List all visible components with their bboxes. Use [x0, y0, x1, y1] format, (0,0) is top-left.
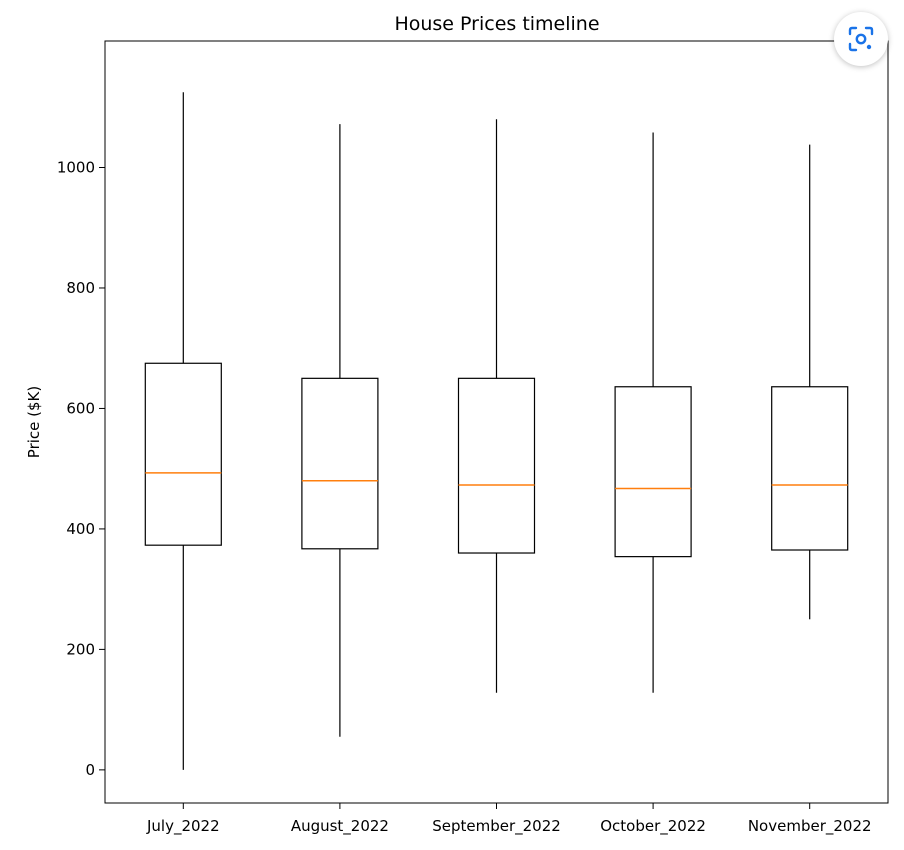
- y-tick-label: 0: [85, 761, 95, 779]
- box-iqr: [614, 386, 692, 558]
- x-tick-label: October_2022: [600, 817, 706, 836]
- lens-button[interactable]: [834, 12, 888, 66]
- box-group: [144, 92, 222, 770]
- y-tick-label: 200: [66, 640, 95, 658]
- x-tick-label: July_2022: [146, 817, 220, 836]
- x-tick-label: September_2022: [432, 817, 561, 836]
- y-tick-label: 1000: [57, 158, 95, 176]
- x-tick-label: August_2022: [291, 817, 389, 836]
- y-axis-label: Price ($K): [25, 386, 43, 458]
- y-tick-label: 400: [66, 520, 95, 538]
- box-iqr: [771, 386, 849, 551]
- boxes: [144, 92, 849, 770]
- y-ticks: 0 200 400 600 800 1000: [57, 158, 105, 779]
- lens-icon: [848, 26, 874, 52]
- box-group: [457, 119, 536, 693]
- chart-title: House Prices timeline: [394, 13, 599, 35]
- y-tick-label: 800: [66, 279, 95, 297]
- y-tick-label: 600: [66, 399, 95, 417]
- box-iqr: [301, 377, 379, 550]
- box-group: [614, 132, 692, 693]
- box-group: [301, 124, 379, 737]
- x-tick-label: November_2022: [748, 817, 872, 836]
- plot-frame: [104, 40, 889, 804]
- x-tick-labels: July_2022 August_2022 September_2022 Octobe…: [146, 803, 872, 836]
- box-iqr: [144, 362, 222, 546]
- box-group: [771, 144, 849, 620]
- box-iqr: [457, 377, 536, 554]
